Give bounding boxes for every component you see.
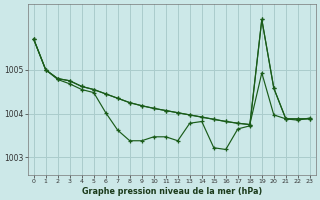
X-axis label: Graphe pression niveau de la mer (hPa): Graphe pression niveau de la mer (hPa) <box>82 187 262 196</box>
